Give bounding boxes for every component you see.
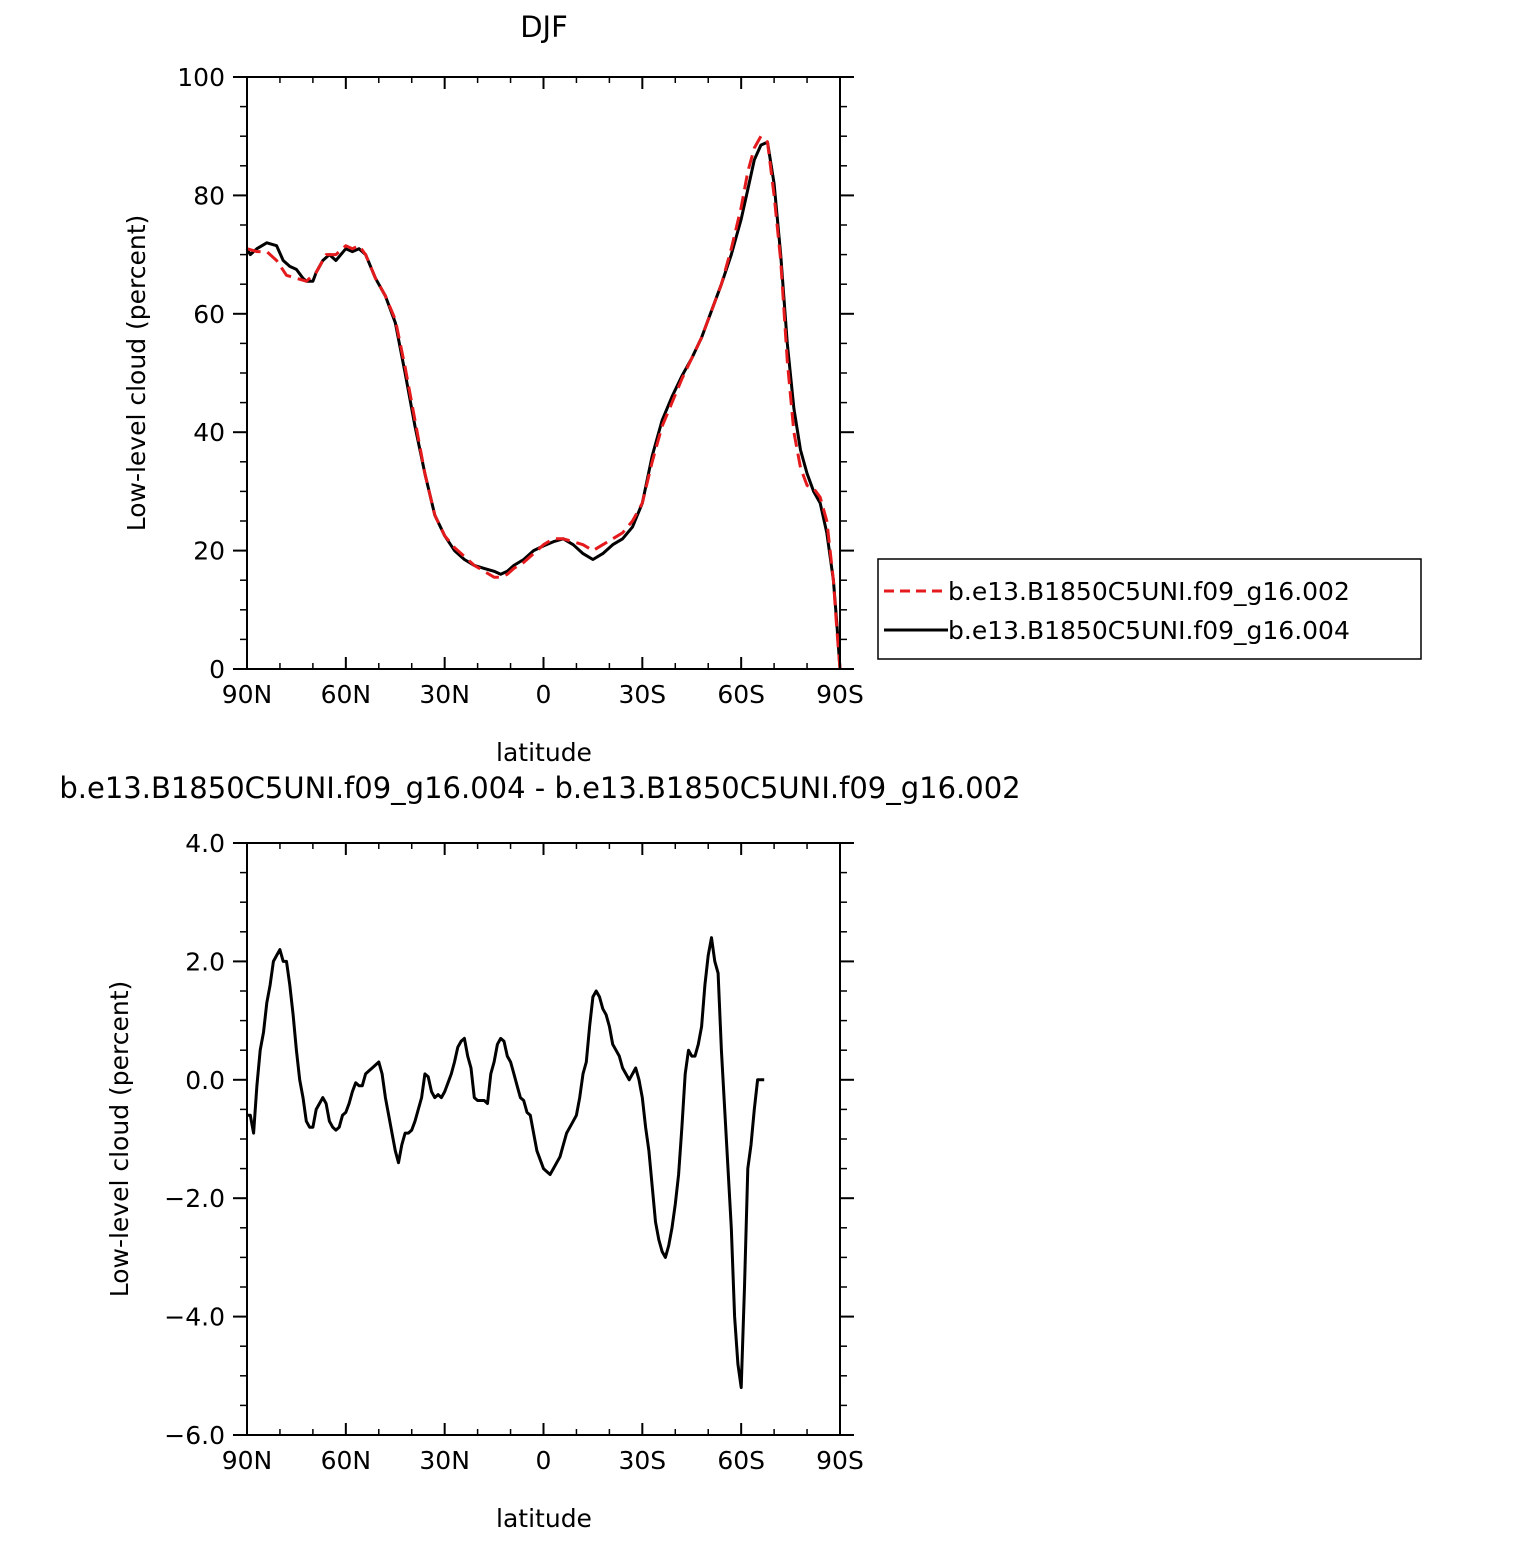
bottom-y-tick-label: −2.0: [164, 1184, 225, 1213]
bottom-panel-ticks: 90N 60N 30N 0 30S 60S 90S −6.0 −4.0 −2.0 0.0 2.0 4.0: [164, 829, 864, 1475]
top-series-line-0: [246, 134, 842, 670]
top-series-line-1: [245, 140, 842, 670]
bottom-y-tick-label: −4.0: [164, 1303, 225, 1332]
top-y-tick-label: 20: [193, 537, 225, 566]
top-x-tick-label: 60N: [321, 680, 372, 709]
bottom-y-tick-label: 0.0: [185, 1066, 225, 1095]
top-panel-lines: [245, 134, 842, 670]
top-y-tick-label: 80: [193, 181, 225, 210]
bottom-x-tick-label: 60N: [321, 1446, 372, 1475]
top-x-tick-label: 60S: [717, 680, 765, 709]
bottom-x-tick-label: 30N: [419, 1446, 470, 1475]
bottom-panel: b.e13.B1850C5UNI.f09_g16.004 - b.e13.B18…: [59, 771, 1020, 1533]
top-y-axis-label: Low-level cloud (percent): [122, 215, 151, 532]
top-panel: DJF 90N 60N 30N 0 30S 60S 90S 0 20 40 60 80 100 lati…: [122, 10, 1422, 767]
bottom-series-line-0: [247, 936, 765, 1390]
top-x-axis-label: latitude: [496, 738, 592, 767]
top-y-tick-label: 60: [193, 300, 225, 329]
bottom-x-tick-label: 30S: [618, 1446, 666, 1475]
top-panel-title: DJF: [520, 10, 568, 44]
bottom-y-axis-label: Low-level cloud (percent): [105, 981, 134, 1298]
top-y-tick-label: 0: [209, 655, 225, 684]
top-x-tick-label: 30N: [419, 680, 470, 709]
bottom-x-axis-label: latitude: [496, 1504, 592, 1533]
top-x-tick-label: 90N: [222, 680, 273, 709]
top-x-tick-label: 90S: [816, 680, 864, 709]
bottom-x-tick-label: 60S: [717, 1446, 765, 1475]
top-y-tick-label: 100: [177, 63, 225, 92]
top-panel-ticks: 90N 60N 30N 0 30S 60S 90S 0 20 40 60 80 100: [177, 63, 864, 709]
legend: b.e13.B1850C5UNI.f09_g16.002 b.e13.B1850…: [877, 558, 1422, 660]
legend-label-004: b.e13.B1850C5UNI.f09_g16.004: [948, 616, 1350, 645]
bottom-x-tick-label: 0: [536, 1446, 552, 1475]
bottom-y-tick-label: −6.0: [164, 1421, 225, 1450]
top-x-tick-label: 30S: [618, 680, 666, 709]
bottom-x-tick-label: 90N: [222, 1446, 273, 1475]
legend-box: [877, 558, 1422, 660]
bottom-y-tick-label: 2.0: [185, 947, 225, 976]
legend-label-002: b.e13.B1850C5UNI.f09_g16.002: [948, 577, 1350, 606]
top-plot-frame: [246, 76, 841, 670]
bottom-panel-title: b.e13.B1850C5UNI.f09_g16.004 - b.e13.B18…: [59, 771, 1020, 805]
top-x-tick-label: 0: [536, 680, 552, 709]
bottom-x-tick-label: 90S: [816, 1446, 864, 1475]
bottom-y-tick-label: 4.0: [185, 829, 225, 858]
bottom-panel-lines: [247, 936, 765, 1390]
top-y-tick-label: 40: [193, 418, 225, 447]
